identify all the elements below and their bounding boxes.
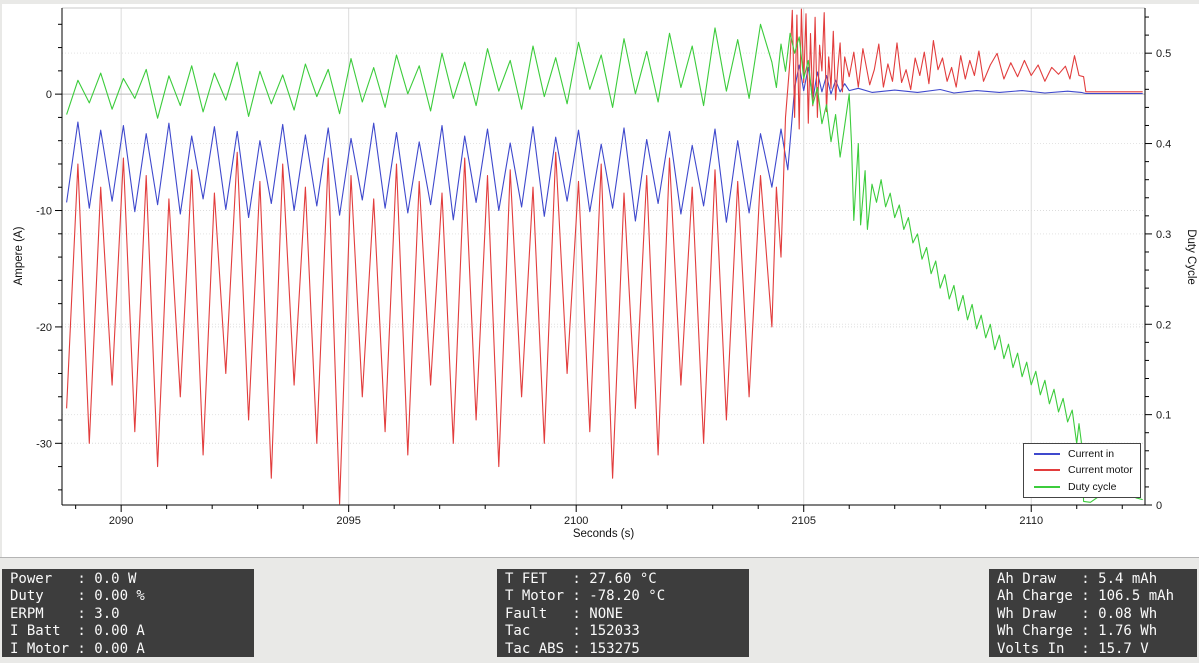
telemetry-label: I Batt <box>10 623 61 640</box>
telemetry-row: I Motor : 0.00 A <box>10 641 254 657</box>
telemetry-value: : 0.00 A <box>77 640 145 657</box>
telemetry-label: Wh Draw <box>997 605 1057 622</box>
realtime-plot-area: 2090 2095 2100 2105 2110 -30 -20 -10 0 0 0.1 0.2 0.3… <box>0 0 1199 558</box>
chart-legend: Current in Current motor Duty cycle <box>1023 443 1141 498</box>
telemetry-value: : -78.20 °C <box>572 588 666 605</box>
telemetry-label: Ah Draw <box>997 571 1057 587</box>
telemetry-row: Tac : 152033 <box>505 623 749 640</box>
telemetry-value: : 0.08 Wh <box>1081 605 1158 622</box>
x-tick-label: 2100 <box>564 515 588 527</box>
legend-label-duty-cycle: Duty cycle <box>1068 480 1117 493</box>
telemetry-label: Wh Charge <box>997 623 1073 640</box>
telemetry-row: Ah Charge : 106.5 mAh <box>997 588 1197 605</box>
telemetry-value: : 0.00 A <box>77 623 145 640</box>
y-right-tick-label: 0.2 <box>1156 319 1171 331</box>
telemetry-value: : 0.0 W <box>77 571 137 587</box>
trace-current-motor <box>66 8 1143 505</box>
telemetry-value: : 5.4 mAh <box>1081 571 1158 587</box>
telemetry-panel-energy: Ah Draw: 5.4 mAh Ah Charge: 106.5 mAh Wh D… <box>989 569 1197 657</box>
telemetry-value: : NONE <box>572 605 623 622</box>
telemetry-row: Wh Charge : 1.76 Wh <box>997 623 1197 640</box>
y-left-tick-label: -20 <box>36 322 52 334</box>
telemetry-value: : 15.7 V <box>1081 640 1149 657</box>
telemetry-value: : 0.00 % <box>77 588 145 605</box>
telemetry-row: Power : 0.0 W <box>10 571 254 588</box>
y-left-tick-label: 0 <box>46 89 52 101</box>
y-left-tick-label: -10 <box>36 206 52 218</box>
telemetry-label: T FET <box>505 571 548 587</box>
legend-swatch-current-in <box>1034 453 1060 456</box>
legend-swatch-current-motor <box>1034 469 1060 472</box>
x-tick-label: 2110 <box>1019 515 1043 527</box>
telemetry-label: I Motor <box>10 640 70 657</box>
y-right-tick-label: 0.3 <box>1156 229 1171 241</box>
x-tick-label: 2105 <box>791 515 815 527</box>
telemetry-value: : 3.0 <box>77 605 120 622</box>
plot-canvas[interactable]: 2090 2095 2100 2105 2110 -30 -20 -10 0 0 0.1 0.2 0.3… <box>0 0 1199 557</box>
x-tick-label: 2090 <box>109 515 133 527</box>
telemetry-label: Ah Charge <box>997 588 1073 605</box>
telemetry-value: : 153275 <box>572 640 640 657</box>
telemetry-label: Tac <box>505 623 531 640</box>
trace-current-in <box>66 64 1143 223</box>
legend-swatch-duty-cycle <box>1034 485 1060 488</box>
telemetry-label: Power <box>10 571 53 587</box>
telemetry-row: Wh Draw : 0.08 Wh <box>997 606 1197 623</box>
legend-item-duty-cycle: Duty cycle <box>1024 479 1140 494</box>
telemetry-value: : 106.5 mAh <box>1081 588 1174 605</box>
tick-marks: 2090 2095 2100 2105 2110 -30 -20 -10 0 0 0.1 0.2 0.3… <box>36 16 1171 527</box>
telemetry-row: Ah Draw : 5.4 mAh <box>997 571 1197 588</box>
telemetry-row: T FET : 27.60 °C <box>505 571 749 588</box>
y-left-tick-label: -30 <box>36 438 52 450</box>
axes <box>61 7 1146 506</box>
y-right-tick-label: 0 <box>1156 500 1162 512</box>
x-tick-label: 2095 <box>336 515 360 527</box>
trace-duty-cycle <box>66 23 1143 503</box>
telemetry-label: Tac ABS <box>505 640 565 657</box>
telemetry-panel-temps: T FET : 27.60 °C T Motor : -78.20 °C Fault : … <box>497 569 749 657</box>
legend-item-current-motor: Current motor <box>1024 463 1140 478</box>
legend-label-current-motor: Current motor <box>1068 464 1133 477</box>
chart-background <box>2 4 1199 557</box>
telemetry-value: : 1.76 Wh <box>1081 623 1158 640</box>
y-right-tick-label: 0.1 <box>1156 410 1171 422</box>
legend-label-current-in: Current in <box>1068 448 1115 461</box>
telemetry-row: Duty : 0.00 % <box>10 588 254 605</box>
telemetry-label: Volts In <box>997 640 1065 657</box>
grid-lines <box>62 8 1145 505</box>
telemetry-value: : 152033 <box>572 623 640 640</box>
telemetry-row: ERPM : 3.0 <box>10 606 254 623</box>
telemetry-label: Duty <box>10 588 44 605</box>
y-right-tick-label: 0.5 <box>1156 48 1171 60</box>
y-right-axis-title: Duty Cycle <box>1185 229 1197 285</box>
telemetry-panel-power: Power : 0.0 W Duty : 0.00 % ERPM : 3.0 I Batt:… <box>2 569 254 657</box>
telemetry-bar: Power : 0.0 W Duty : 0.00 % ERPM : 3.0 I Batt:… <box>0 558 1199 663</box>
telemetry-row: Fault : NONE <box>505 606 749 623</box>
telemetry-label: Fault <box>505 605 548 622</box>
x-axis-title: Seconds (s) <box>573 528 635 540</box>
y-right-tick-label: 0.4 <box>1156 139 1171 151</box>
legend-item-current-in: Current in <box>1024 447 1140 462</box>
y-left-axis-title: Ampere (A) <box>13 226 25 285</box>
telemetry-row: Tac ABS : 153275 <box>505 641 749 657</box>
telemetry-row: I Batt : 0.00 A <box>10 623 254 640</box>
telemetry-label: T Motor <box>505 588 565 605</box>
telemetry-row: T Motor : -78.20 °C <box>505 588 749 605</box>
telemetry-value: : 27.60 °C <box>572 571 657 587</box>
telemetry-label: ERPM <box>10 605 44 622</box>
telemetry-row: Volts In : 15.7 V <box>997 641 1197 657</box>
